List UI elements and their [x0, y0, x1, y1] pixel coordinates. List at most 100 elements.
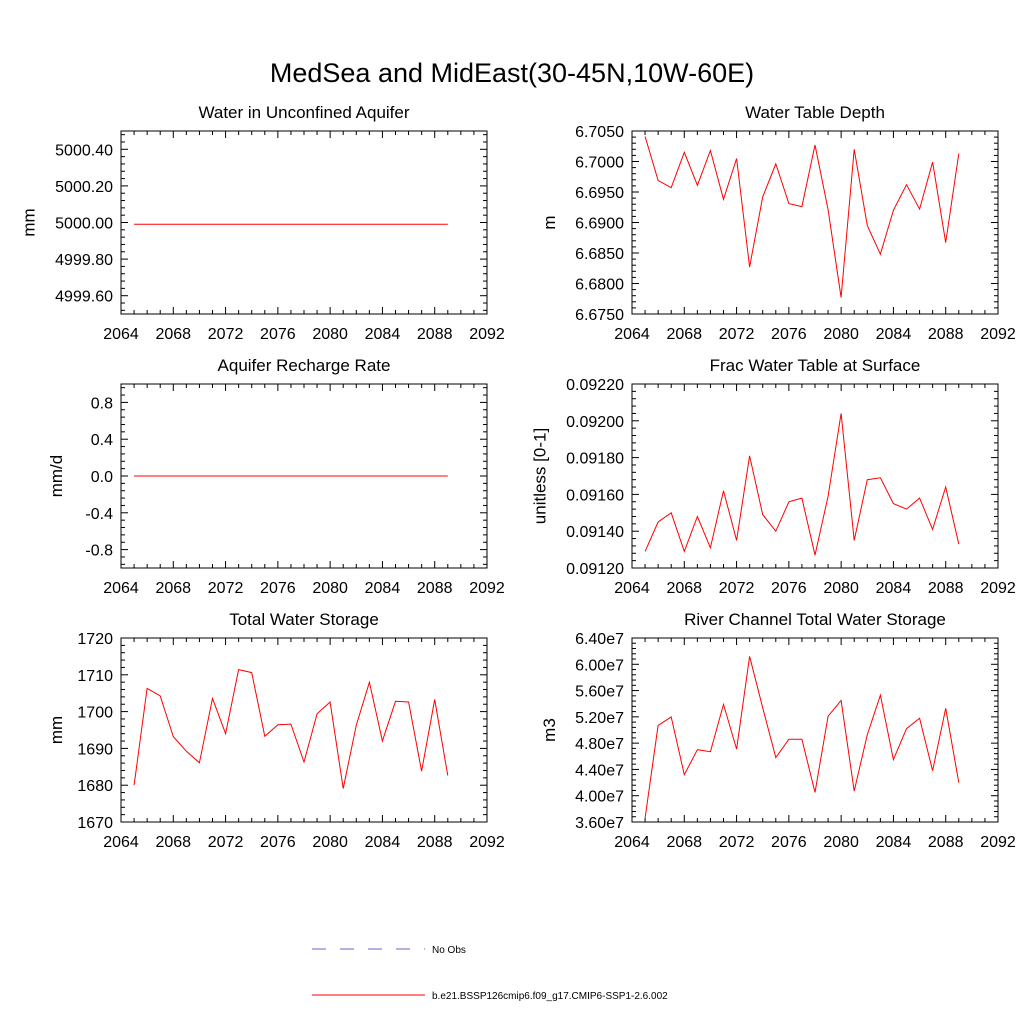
x-tick-label: 2068	[155, 580, 191, 597]
y-tick-label: 6.7050	[575, 124, 624, 141]
y-tick-label: 6.7000	[575, 155, 624, 172]
x-tick-label: 2084	[365, 834, 401, 851]
x-tick-label: 2076	[771, 326, 807, 343]
y-tick-label: 0.0	[91, 469, 113, 486]
panel-title: Aquifer Recharge Rate	[218, 356, 391, 375]
x-tick-label: 2088	[928, 834, 964, 851]
x-tick-label: 2072	[208, 834, 244, 851]
y-tick-label: 0.09140	[566, 524, 624, 541]
x-tick-label: 2092	[980, 834, 1016, 851]
y-tick-label: 4999.80	[55, 252, 113, 269]
y-tick-label: -0.8	[85, 543, 113, 560]
x-tick-label: 2064	[614, 326, 650, 343]
panel-title: Water Table Depth	[745, 103, 885, 122]
x-tick-label: 2080	[823, 326, 859, 343]
y-tick-label: 0.09180	[566, 451, 624, 468]
x-tick-label: 2084	[876, 834, 912, 851]
panel-6: River Channel Total Water Storage 2064 206…	[540, 610, 1016, 851]
y-tick-label: 5000.20	[55, 179, 113, 196]
y-tick-label: 0.4	[91, 432, 113, 449]
x-tick-label: 2068	[666, 326, 702, 343]
panel-title: Frac Water Table at Surface	[710, 356, 921, 375]
y-tick-label: -0.4	[85, 506, 113, 523]
y-tick-label: 5000.00	[55, 216, 113, 233]
x-tick-label: 2084	[365, 580, 401, 597]
panel-3: Aquifer Recharge Rate 2064 2068 2072 2076 208…	[47, 356, 505, 597]
x-tick-label: 2072	[719, 834, 755, 851]
y-tick-label: 5.20e7	[575, 710, 624, 727]
y-tick-label: 1700	[77, 705, 113, 722]
panel-5: Total Water Storage 2064 2068 2072 2076 2080 2…	[47, 610, 505, 851]
plot-frame	[120, 130, 488, 315]
x-tick-label: 2072	[719, 580, 755, 597]
y-tick-label: 0.8	[91, 395, 113, 412]
y-tick-label: 1710	[77, 668, 113, 685]
x-tick-label: 2092	[980, 580, 1016, 597]
x-tick-label: 2076	[771, 834, 807, 851]
y-tick-label: 4.00e7	[575, 789, 624, 806]
y-tick-label: 6.6900	[575, 216, 624, 233]
plot-frame	[120, 637, 488, 823]
x-tick-label: 2068	[155, 326, 191, 343]
y-tick-label: 1680	[77, 778, 113, 795]
x-tick-label: 2092	[469, 326, 505, 343]
x-tick-label: 2064	[614, 834, 650, 851]
y-tick-label: 5000.40	[55, 142, 113, 159]
x-tick-label: 2072	[208, 580, 244, 597]
x-tick-label: 2072	[208, 326, 244, 343]
x-tick-label: 2080	[823, 834, 859, 851]
x-tick-label: 2064	[103, 326, 139, 343]
x-tick-label: 2088	[417, 834, 453, 851]
x-tick-label: 2064	[103, 834, 139, 851]
legend-model-label: b.e21.BSSP126cmip6.f09_g17.CMIP6-SSP1-2.…	[432, 991, 668, 1002]
y-tick-label: 0.09120	[566, 561, 624, 578]
x-tick-label: 2080	[823, 580, 859, 597]
x-tick-label: 2092	[980, 326, 1016, 343]
panels: Water in Unconfined Aquifer 2064 2068 2072 2…	[20, 103, 1016, 851]
x-tick-label: 2084	[365, 326, 401, 343]
y-tick-label: 1670	[77, 815, 113, 832]
series-line	[644, 413, 960, 556]
panel-1: Water in Unconfined Aquifer 2064 2068 2072 2…	[20, 103, 505, 343]
legend-obs-label: No Obs	[432, 945, 466, 956]
y-axis-label: mm	[47, 716, 66, 744]
y-tick-label: 6.40e7	[575, 631, 624, 648]
x-tick-label: 2064	[614, 580, 650, 597]
y-tick-label: 0.09160	[566, 487, 624, 504]
y-tick-label: 6.6750	[575, 307, 624, 324]
x-tick-label: 2068	[666, 834, 702, 851]
y-tick-label: 1690	[77, 741, 113, 758]
y-tick-label: 4.40e7	[575, 762, 624, 779]
y-axis-label: mm	[20, 208, 39, 236]
legend: No Obs b.e21.BSSP126cmip6.f09_g17.CMIP6-…	[312, 945, 668, 1002]
plot-frame	[631, 637, 999, 823]
x-tick-label: 2084	[876, 580, 912, 597]
x-tick-label: 2092	[469, 580, 505, 597]
x-tick-label: 2080	[312, 326, 348, 343]
x-tick-label: 2084	[876, 326, 912, 343]
series-line	[133, 668, 449, 789]
y-tick-label: 4.80e7	[575, 736, 624, 753]
x-tick-label: 2088	[417, 580, 453, 597]
figure-title: MedSea and MidEast(30-45N,10W-60E)	[270, 58, 754, 88]
x-tick-label: 2068	[155, 834, 191, 851]
y-axis-label: mm/d	[47, 455, 66, 498]
y-tick-label: 0.09220	[566, 377, 624, 394]
y-axis-label: m3	[540, 718, 559, 742]
x-tick-label: 2076	[260, 834, 296, 851]
y-tick-label: 6.6950	[575, 185, 624, 202]
y-tick-label: 1720	[77, 631, 113, 648]
x-tick-label: 2076	[260, 580, 296, 597]
x-tick-label: 2080	[312, 834, 348, 851]
panel-4: Frac Water Table at Surface 2064 2068 2072 2…	[531, 356, 1016, 597]
y-tick-label: 3.60e7	[575, 815, 624, 832]
y-axis-label: unitless [0-1]	[531, 428, 550, 524]
y-tick-label: 6.6850	[575, 246, 624, 263]
y-tick-label: 0.09200	[566, 414, 624, 431]
x-tick-label: 2092	[469, 834, 505, 851]
series-line	[644, 136, 960, 298]
plot-frame	[631, 383, 999, 569]
x-tick-label: 2076	[260, 326, 296, 343]
y-axis-label: m	[540, 215, 559, 229]
